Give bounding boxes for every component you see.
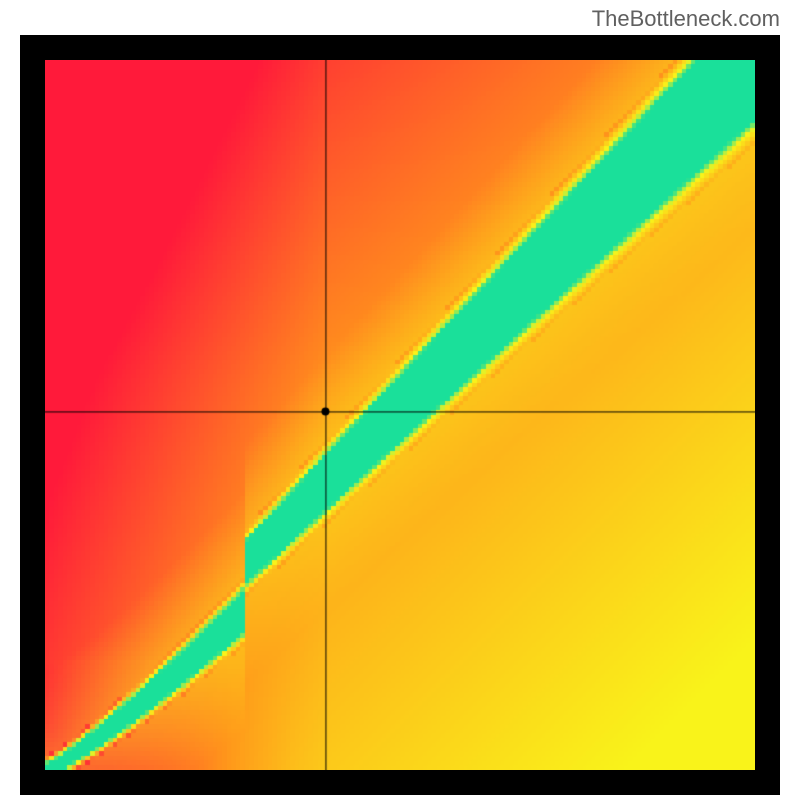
heatmap-canvas bbox=[45, 60, 755, 770]
watermark-text: TheBottleneck.com bbox=[592, 6, 780, 32]
bottleneck-heatmap bbox=[20, 35, 780, 795]
container: TheBottleneck.com bbox=[0, 0, 800, 800]
